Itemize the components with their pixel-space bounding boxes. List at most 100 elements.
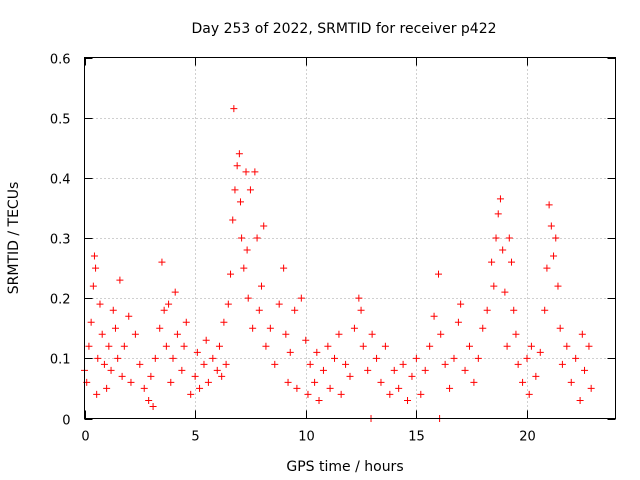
data-point: [224, 300, 232, 308]
data-point: [291, 306, 299, 314]
data-point: [377, 378, 385, 386]
data-point: [532, 372, 540, 380]
data-point: [446, 384, 454, 392]
data-point: [209, 354, 217, 362]
data-point: [238, 234, 246, 242]
data-point: [98, 330, 106, 338]
data-point: [512, 330, 520, 338]
data-point: [499, 246, 507, 254]
data-point: [525, 390, 533, 398]
data-point: [200, 360, 208, 368]
data-point: [105, 342, 113, 350]
data-point: [230, 105, 238, 113]
data-point: [395, 384, 403, 392]
data-point: [140, 384, 148, 392]
data-point: [350, 324, 358, 332]
data-point: [457, 300, 465, 308]
data-point: [89, 282, 97, 290]
data-point: [246, 186, 254, 194]
y-tick-label: 0: [62, 414, 70, 429]
data-point: [193, 348, 201, 356]
data-point: [578, 330, 586, 338]
data-point: [196, 384, 204, 392]
data-point: [527, 342, 535, 350]
data-point: [244, 294, 252, 302]
data-point: [541, 306, 549, 314]
data-point: [556, 324, 564, 332]
data-point: [218, 372, 226, 380]
data-point: [441, 360, 449, 368]
data-point: [390, 366, 398, 374]
data-point: [483, 306, 491, 314]
data-point: [258, 282, 265, 290]
data-point: [550, 252, 558, 260]
data-point: [408, 372, 416, 380]
x-tick-label: 15: [408, 430, 425, 445]
data-point: [331, 354, 339, 362]
data-point: [243, 246, 251, 254]
data-point: [286, 348, 294, 356]
data-point: [368, 330, 376, 338]
data-point: [479, 324, 487, 332]
data-point: [581, 366, 589, 374]
data-point: [454, 318, 462, 326]
data-point: [465, 342, 473, 350]
data-point: [514, 360, 522, 368]
data-point: [435, 270, 442, 278]
data-point: [94, 354, 102, 362]
data-point: [474, 354, 482, 362]
data-point: [494, 210, 502, 218]
data-point: [100, 360, 108, 368]
data-point: [136, 360, 144, 368]
data-point: [554, 282, 562, 290]
data-point: [492, 234, 500, 242]
data-point: [158, 258, 166, 266]
data-point: [386, 390, 394, 398]
data-point: [249, 324, 257, 332]
data-point: [187, 390, 195, 398]
x-tick-label: 5: [191, 430, 199, 445]
data-point: [235, 150, 243, 158]
data-point: [585, 342, 593, 350]
data-point: [450, 354, 458, 362]
data-point: [313, 348, 321, 356]
data-point: [178, 366, 186, 374]
data-point: [167, 378, 175, 386]
data-point: [488, 258, 496, 266]
data-point: [337, 390, 345, 398]
x-tick-label: 10: [298, 430, 315, 445]
data-point: [229, 216, 237, 224]
data-point: [165, 300, 173, 308]
data-point: [505, 234, 513, 242]
data-point: [90, 252, 98, 260]
data-point: [572, 354, 580, 362]
data-point: [306, 360, 314, 368]
data-point: [116, 276, 124, 284]
data-point: [510, 306, 518, 314]
data-point: [501, 288, 509, 296]
data-point: [282, 330, 290, 338]
data-point: [233, 162, 241, 170]
data-point: [335, 330, 343, 338]
data-point: [109, 306, 117, 314]
data-point: [364, 366, 372, 374]
data-point: [297, 294, 305, 302]
data-point: [302, 336, 310, 344]
data-point: [253, 234, 261, 242]
data-point: [319, 366, 327, 374]
data-point: [156, 324, 164, 332]
y-tick-label: 0.6: [50, 53, 71, 68]
data-point: [357, 306, 365, 314]
data-point: [227, 270, 235, 278]
y-tick-label: 0.2: [50, 293, 71, 308]
data-point: [120, 342, 128, 350]
grid: [84, 57, 616, 419]
data-point: [162, 342, 170, 350]
data-point: [508, 258, 516, 266]
data-point: [412, 354, 420, 362]
data-point: [93, 390, 101, 398]
data-point: [311, 378, 319, 386]
data-point: [304, 390, 312, 398]
data-point: [430, 312, 438, 320]
data-point: [213, 366, 221, 374]
